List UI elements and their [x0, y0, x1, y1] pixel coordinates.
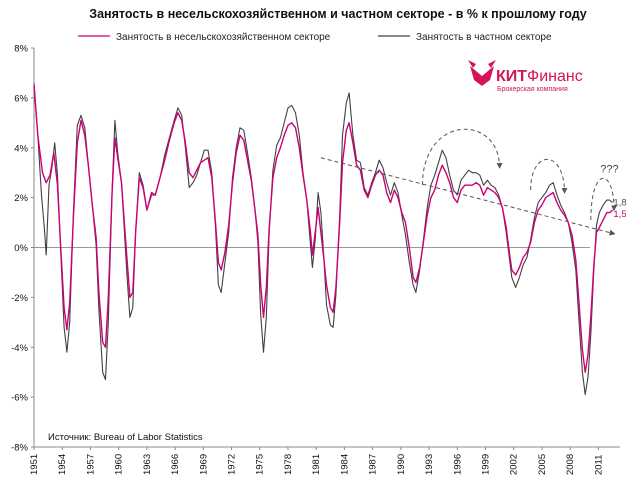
trend-arc-arrow — [590, 177, 617, 221]
x-tick-label: 1969 — [198, 454, 209, 475]
y-tick-label: 4% — [14, 143, 28, 154]
trend-arrow — [320, 157, 616, 236]
y-tick-label: 2% — [14, 193, 28, 204]
end-label-nonfarm: 1,5% — [613, 209, 626, 220]
x-tick-label: 1978 — [283, 454, 294, 475]
end-labels: 1,8%1,5% — [613, 198, 626, 220]
annotations: ??? — [320, 128, 619, 236]
brand-name-rest: Финанс — [527, 68, 583, 85]
y-tick-label: -2% — [11, 293, 28, 304]
x-tick-label: 1954 — [57, 454, 68, 475]
legend: Занятость в несельскохозяйственном секто… — [78, 32, 552, 43]
trend-arc-arrow — [530, 159, 568, 194]
x-tick-label: 1966 — [170, 454, 181, 475]
x-tick-label: 1999 — [480, 454, 491, 475]
x-tick-label: 1951 — [29, 454, 40, 475]
x-tick-label: 1990 — [396, 454, 407, 475]
brand-name: КИТФинанс — [496, 68, 583, 85]
brand-logo: КИТФинанс Брокерская компания — [468, 60, 583, 93]
x-tick-label: 1975 — [255, 454, 266, 475]
x-axis: 1951 1954 1957 1960 1963 1966 1969 1972 1975 1978… — [29, 446, 620, 475]
legend-label-private: Занятость в частном секторе — [416, 32, 552, 43]
x-tick-label: 2008 — [565, 454, 576, 475]
brand-name-red: КИТ — [496, 68, 527, 85]
question-mark-label: ??? — [600, 164, 618, 176]
end-label-private: 1,8% — [613, 198, 626, 209]
y-tick-label: 8% — [14, 44, 28, 55]
legend-label-nonfarm: Занятость в несельскохозяйственном секто… — [116, 32, 331, 43]
trend-arc-arrow — [421, 128, 503, 186]
x-tick-label: 1981 — [311, 454, 322, 475]
x-tick-label: 2005 — [537, 454, 548, 475]
x-tick-label: 1984 — [339, 454, 350, 475]
series-lines — [33, 82, 613, 396]
series-line-nonfarm — [33, 85, 613, 373]
source-note: Источник: Bureau of Labor Statistics — [48, 432, 203, 443]
y-tick-label: -8% — [11, 443, 28, 454]
x-tick-label: 1993 — [424, 454, 435, 475]
y-axis: -8% -6% -4% -2% 0% 2% 4% 6% 8% — [11, 44, 35, 454]
x-tick-label: 1996 — [452, 454, 463, 475]
chart-title: Занятость в несельскохозяйственном и час… — [89, 7, 587, 21]
x-tick-label: 2011 — [593, 455, 604, 475]
y-tick-label: -6% — [11, 393, 28, 404]
x-tick-label: 1957 — [85, 454, 96, 475]
x-tick-label: 2002 — [509, 454, 520, 475]
y-tick-label: 0% — [14, 243, 28, 254]
x-tick-label: 1987 — [368, 454, 379, 475]
brand-tagline: Брокерская компания — [497, 86, 568, 93]
brand-bird-icon — [468, 60, 496, 86]
x-tick-label: 1972 — [227, 454, 238, 475]
x-tick-label: 1963 — [142, 454, 153, 475]
y-tick-label: 6% — [14, 93, 28, 104]
series-line-private — [33, 82, 613, 396]
x-tick-label: 1960 — [114, 454, 125, 475]
y-tick-label: -4% — [11, 343, 28, 354]
